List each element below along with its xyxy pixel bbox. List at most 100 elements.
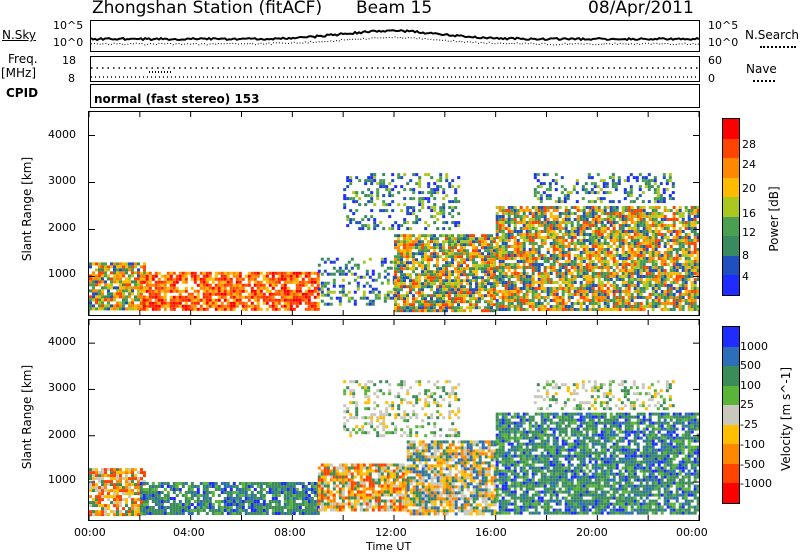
velocity-heatmap-cell <box>92 471 95 475</box>
power-heatmap-cell <box>525 224 529 227</box>
power-heatmap-cell <box>633 239 637 242</box>
velocity-heatmap-cell <box>116 495 119 499</box>
power-heatmap-cell <box>588 248 592 251</box>
power-heatmap-cell <box>647 173 651 177</box>
velocity-heatmap-cell <box>139 485 143 488</box>
power-heatmap-cell <box>498 221 502 224</box>
power-heatmap-cell <box>522 248 526 251</box>
power-heatmap-cell <box>490 306 493 310</box>
power-heatmap-cell <box>421 258 424 262</box>
power-heatmap-cell <box>433 255 436 259</box>
power-heatmap-cell <box>546 209 550 212</box>
power-heatmap-cell <box>681 275 685 278</box>
power-heatmap-cell <box>358 227 362 231</box>
power-heatmap-cell <box>214 289 218 293</box>
power-heatmap-cell <box>421 285 424 289</box>
cpid-label: CPID <box>6 86 39 100</box>
power-heatmap-cell <box>397 285 400 289</box>
power-heatmap-cell <box>549 266 553 269</box>
power-heatmap-cell <box>160 301 164 305</box>
power-heatmap-cell <box>277 298 281 302</box>
power-heatmap-cell <box>403 276 406 280</box>
power-heatmap-cell <box>498 251 502 254</box>
power-heatmap-cell <box>304 271 308 275</box>
power-heatmap-cell <box>663 260 667 263</box>
power-heatmap-cell <box>427 306 430 310</box>
velocity-heatmap-cell <box>160 491 164 494</box>
power-heatmap-cell <box>154 292 158 296</box>
power-heatmap-cell <box>463 258 466 262</box>
power-heatmap-cell <box>582 266 586 269</box>
power-heatmap-cell <box>241 289 245 293</box>
velocity-heatmap-cell <box>235 491 239 494</box>
power-heatmap-cell <box>178 274 182 278</box>
power-heatmap-cell <box>142 286 146 290</box>
power-heatmap-cell <box>525 266 529 269</box>
power-heatmap-cell <box>669 209 673 212</box>
power-heatmap-cell <box>567 209 571 212</box>
velocity-heatmap-cell <box>205 482 209 485</box>
power-heatmap-cell <box>534 296 538 299</box>
power-heatmap-cell <box>463 237 466 241</box>
velocity-heatmap-cell <box>259 491 263 494</box>
power-heatmap-cell <box>531 248 535 251</box>
power-heatmap-cell <box>362 284 366 288</box>
power-heatmap-cell <box>400 276 403 280</box>
power-heatmap-cell <box>639 275 643 278</box>
power-heatmap-cell <box>460 249 463 253</box>
power-heatmap-cell <box>430 246 433 250</box>
power-heatmap-cell <box>536 191 540 195</box>
power-heatmap-cell <box>415 246 418 250</box>
power-heatmap-cell <box>600 269 604 272</box>
power-heatmap-cell <box>388 191 392 195</box>
power-heatmap-cell <box>602 197 606 201</box>
power-heatmap-cell <box>400 294 403 298</box>
power-heatmap-cell <box>214 301 218 305</box>
power-heatmap-cell <box>131 304 134 308</box>
power-heatmap-cell <box>513 299 517 302</box>
velocity-heatmap-cell <box>89 486 92 490</box>
power-heatmap-cell <box>603 296 607 299</box>
power-heatmap-cell <box>618 305 622 308</box>
power-heatmap-cell <box>415 237 418 241</box>
power-heatmap-cell <box>409 234 412 238</box>
power-heatmap-cell <box>487 237 490 241</box>
power-heatmap-cell <box>445 306 448 310</box>
power-heatmap-cell <box>591 299 595 302</box>
power-heatmap-cell <box>597 266 601 269</box>
power-heatmap-cell <box>350 272 354 276</box>
power-heatmap-cell <box>579 272 583 275</box>
power-heatmap-cell <box>498 281 502 284</box>
power-heatmap-cell <box>528 233 532 236</box>
power-heatmap-cell <box>478 294 481 298</box>
power-heatmap-cell <box>639 257 643 260</box>
power-heatmap-cell <box>581 197 585 201</box>
power-heatmap-cell <box>89 283 92 287</box>
power-heatmap-cell <box>457 176 461 180</box>
velocity-heatmap-cell <box>323 469 327 473</box>
power-heatmap-cell <box>507 230 511 233</box>
power-heatmap-cell <box>412 285 415 289</box>
power-heatmap-cell <box>451 200 455 204</box>
power-heatmap-cell <box>397 255 400 259</box>
power-heatmap-cell <box>95 268 98 272</box>
power-heatmap-cell <box>394 276 397 280</box>
velocity-heatmap-cell <box>137 486 140 490</box>
velocity-heatmap-cell <box>137 480 140 484</box>
power-heatmap-cell <box>684 221 688 224</box>
power-heatmap-cell <box>493 276 496 280</box>
velocity-heatmap-cell <box>137 513 140 517</box>
power-heatmap-cell <box>217 271 221 275</box>
power-heatmap-cell <box>217 286 221 290</box>
power-heatmap-cell <box>92 289 95 293</box>
velocity-heatmap-cell <box>320 505 324 509</box>
power-heatmap-cell <box>504 308 508 311</box>
power-heatmap-cell <box>681 296 685 299</box>
power-heatmap-cell <box>495 236 499 239</box>
velocity-heatmap-cell <box>116 486 119 490</box>
power-heatmap-cell <box>600 260 604 263</box>
velocity-heatmap-cell <box>101 483 104 487</box>
power-heatmap-cell <box>110 283 113 287</box>
power-heatmap-cell <box>519 227 523 230</box>
power-heatmap-cell <box>235 295 239 299</box>
